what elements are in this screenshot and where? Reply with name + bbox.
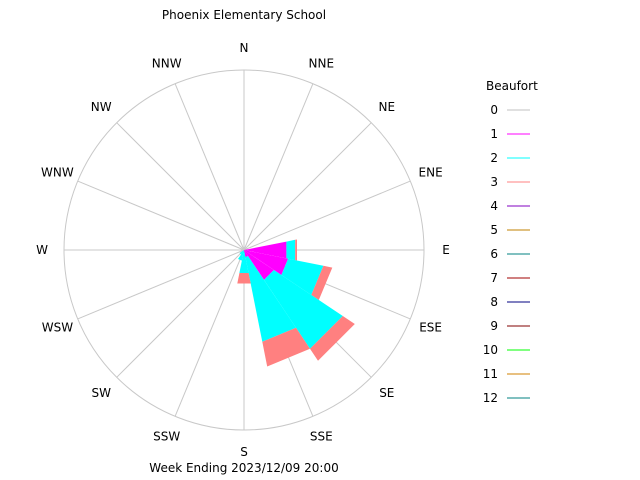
legend-label-8: 8 — [490, 295, 498, 309]
direction-label-s: S — [240, 445, 248, 459]
legend-label-10: 10 — [483, 343, 498, 357]
petal-se-beaufort-1 — [244, 250, 274, 280]
direction-label-wnw: WNW — [41, 166, 74, 180]
spoke-nne — [243, 83, 314, 251]
legend-title: Beaufort — [486, 79, 538, 93]
direction-label-sw: SW — [91, 386, 111, 400]
petal-e-beaufort-2 — [286, 239, 296, 261]
direction-label-nne: NNE — [309, 56, 335, 70]
chart-subtitle: Week Ending 2023/12/09 20:00 — [149, 461, 338, 475]
chart-title: Phoenix Elementary School — [162, 8, 326, 22]
direction-label-ne: NE — [379, 100, 396, 114]
petal-e-beaufort-1 — [244, 241, 287, 259]
petal-ese-beaufort-2 — [281, 258, 324, 295]
petal-ese-beaufort-3 — [311, 265, 333, 300]
petal-se-beaufort-3 — [310, 316, 355, 361]
direction-labels: N NNE NE ENE E ESE SE SSE S SSW SW WSW W WNW NW NNW — [36, 41, 450, 459]
legend-label-9: 9 — [490, 319, 498, 333]
spoke-nw — [116, 122, 245, 251]
wind-petals — [237, 239, 355, 367]
legend-label-6: 6 — [490, 247, 498, 261]
petal-sse-beaufort-3 — [262, 327, 310, 367]
direction-label-nnw: NNW — [152, 56, 182, 70]
spoke-nnw — [174, 83, 245, 251]
spoke-sw — [116, 249, 245, 378]
legend-label-2: 2 — [490, 151, 498, 165]
spoke-wsw — [77, 249, 245, 320]
spoke-wnw — [77, 180, 245, 251]
petal-sw-beaufort-2 — [239, 250, 244, 255]
direction-label-sse: SSE — [310, 430, 333, 444]
direction-label-ene: ENE — [419, 166, 443, 180]
petal-sse-beaufort-2 — [245, 256, 296, 342]
spoke-ne — [243, 122, 372, 251]
direction-label-nw: NW — [91, 100, 112, 114]
direction-label-e: E — [442, 243, 450, 257]
petal-s-beaufort-1 — [243, 250, 245, 252]
direction-label-n: N — [240, 41, 249, 55]
spoke-ene — [243, 180, 411, 251]
direction-label-ssw: SSW — [153, 430, 180, 444]
direction-label-wsw: WSW — [42, 320, 73, 334]
spoke-ssw — [174, 249, 245, 417]
petal-se-beaufort-2 — [264, 270, 343, 349]
legend-label-5: 5 — [490, 223, 498, 237]
legend-label-4: 4 — [490, 199, 498, 213]
petal-ese-beaufort-1 — [244, 250, 289, 275]
legend-label-0: 0 — [490, 103, 498, 117]
legend-label-11: 11 — [483, 367, 498, 381]
direction-label-se: SE — [379, 386, 394, 400]
legend-label-12: 12 — [483, 391, 498, 405]
direction-label-w: W — [36, 243, 48, 257]
petal-s-beaufort-2 — [239, 251, 249, 273]
legend-label-3: 3 — [490, 175, 498, 189]
direction-label-ese: ESE — [419, 320, 442, 334]
petal-ssw-beaufort-2 — [238, 250, 244, 261]
petal-e-beaufort-3 — [295, 239, 297, 261]
petal-sse-beaufort-1 — [244, 250, 248, 258]
direction-spokes — [64, 70, 424, 430]
legend-label-7: 7 — [490, 271, 498, 285]
legend-label-1: 1 — [490, 127, 498, 141]
petal-s-beaufort-3 — [237, 273, 251, 284]
